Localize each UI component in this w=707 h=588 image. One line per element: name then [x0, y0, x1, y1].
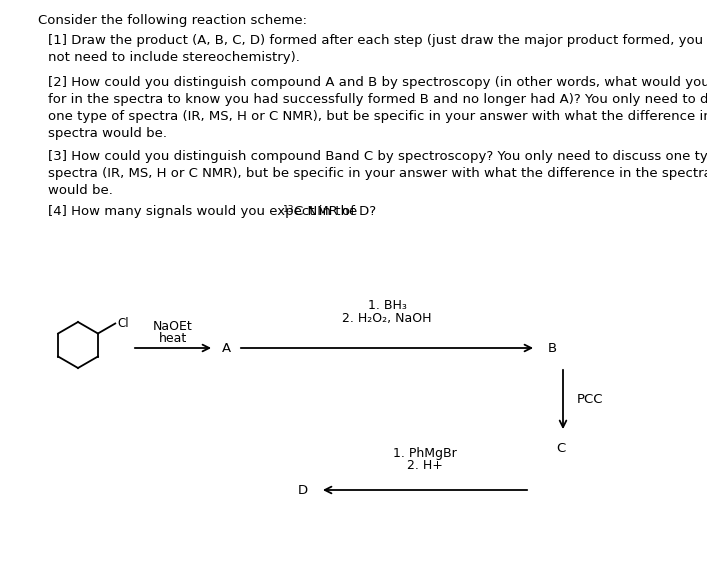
Text: heat: heat: [159, 332, 187, 345]
Text: 1. BH₃: 1. BH₃: [368, 299, 407, 312]
Text: NaOEt: NaOEt: [153, 320, 193, 333]
Text: C: C: [556, 442, 566, 455]
Text: [1] Draw the product (A, B, C, D) formed after each step (just draw the major pr: [1] Draw the product (A, B, C, D) formed…: [48, 34, 707, 64]
Text: [3] How could you distinguish compound Band C by spectroscopy? You only need to : [3] How could you distinguish compound B…: [48, 150, 707, 197]
Text: 2. H+: 2. H+: [407, 459, 443, 472]
Text: Consider the following reaction scheme:: Consider the following reaction scheme:: [38, 14, 307, 27]
Text: A: A: [222, 342, 231, 355]
Text: 13: 13: [284, 205, 295, 214]
Text: B: B: [548, 342, 557, 355]
Text: [2] How could you distinguish compound A and B by spectroscopy (in other words, : [2] How could you distinguish compound A…: [48, 76, 707, 140]
Text: D: D: [298, 483, 308, 496]
Text: [4] How many signals would you expect in the: [4] How many signals would you expect in…: [48, 205, 361, 218]
Text: PCC: PCC: [577, 393, 604, 406]
Text: Cl: Cl: [117, 317, 129, 330]
Text: 2. H₂O₂, NaOH: 2. H₂O₂, NaOH: [342, 312, 432, 325]
Text: 1. PhMgBr: 1. PhMgBr: [393, 447, 457, 460]
Text: C NMR of D?: C NMR of D?: [294, 205, 377, 218]
